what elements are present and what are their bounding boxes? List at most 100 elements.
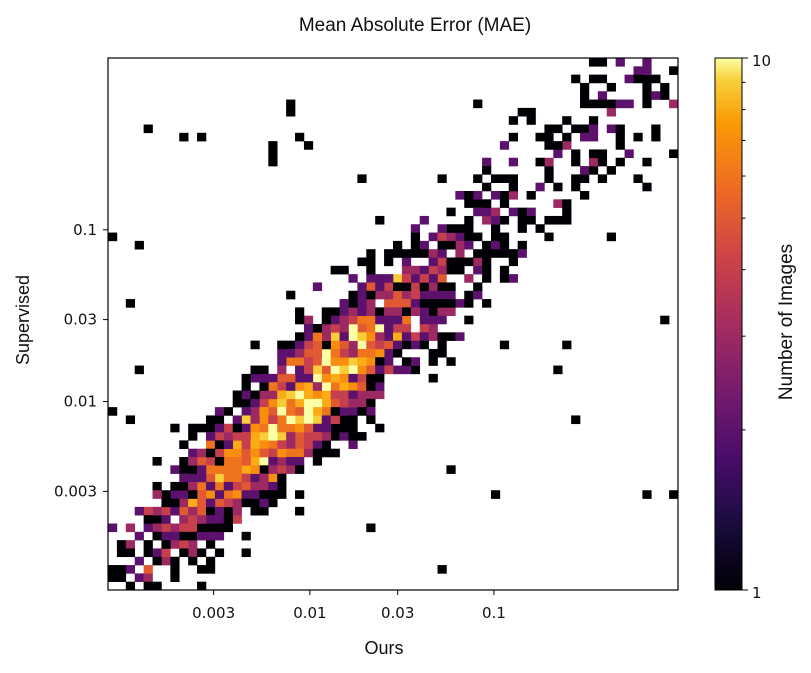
heatmap-cell [428,257,438,267]
heatmap-cell [633,132,643,142]
heatmap-cell [259,423,269,433]
heatmap-cell [108,407,118,416]
heatmap-cell [401,324,412,333]
x-tick-label: 0.01 [293,604,326,622]
heatmap-cell [508,174,518,183]
heatmap-cell [108,573,118,582]
heatmap-cell [152,515,162,524]
heatmap-cell [188,506,198,516]
heatmap-cell [286,457,296,466]
heatmap-cell [473,249,483,258]
heatmap-cell [295,340,305,350]
heatmap-cell [179,473,189,483]
heatmap-cell [499,232,510,242]
heatmap-cell [384,324,394,333]
heatmap-cell [205,531,216,541]
heatmap-cell [384,290,394,300]
heatmap-cell [357,307,367,316]
heatmap-cell [348,432,358,441]
heatmap-cell [214,432,225,441]
heatmap-cell [232,448,242,458]
heatmap-cell [508,274,518,283]
heatmap-cell [170,506,180,516]
heatmap-cell [428,307,438,316]
heatmap-cell [259,365,269,375]
heatmap-cell [571,124,581,134]
heatmap-cell [286,373,296,383]
heatmap-cell [535,132,545,142]
heatmap-cell [277,340,287,350]
heatmap-cell [339,265,349,275]
heatmap-cell [410,299,421,308]
heatmap-cell [321,415,331,425]
heatmap-cell [464,224,474,233]
heatmap-cell [446,290,456,300]
heatmap-cell [473,265,483,275]
heatmap-cell [499,141,510,150]
heatmap-cell [277,457,287,466]
heatmap-cell [464,240,474,250]
heatmap-cell [651,74,661,84]
heatmap-cell [624,74,634,84]
heatmap-cell [437,315,447,325]
heatmap-cell [232,473,242,483]
heatmap-cell [205,540,216,549]
heatmap-cell [286,340,296,350]
heatmap-cell [633,174,643,183]
heatmap-cell [357,324,367,333]
heatmap-cell [116,548,127,558]
heatmap-cell [250,498,260,508]
heatmap-cell [446,299,456,308]
heatmap-cell [660,82,670,92]
heatmap-cell [179,132,189,142]
heatmap-cell [108,523,118,533]
heatmap-cell [428,232,438,242]
heatmap-cell [606,107,616,117]
heatmap-cell [268,382,278,391]
heatmap-cell [295,490,305,499]
heatmap-cell [651,132,661,142]
heatmap-cell [277,415,287,425]
heatmap-cell [375,390,385,400]
heatmap-cell [268,398,278,408]
heatmap-cell [339,373,349,383]
heatmap-cell [223,523,233,533]
heatmap-cell [268,457,278,466]
heatmap-cell [232,490,242,499]
heatmap-cell [624,149,634,159]
heatmap-cell [232,481,242,491]
heatmap-cell [277,382,287,391]
heatmap-cell [366,257,376,267]
heatmap-cell [330,307,340,316]
heatmap-cell [588,124,599,134]
heatmap-cell [125,523,136,533]
heatmap-cell [508,157,518,167]
heatmap-cell [205,473,216,483]
heatmap-cell [633,74,643,84]
heatmap-cell [321,307,331,316]
heatmap-cell [588,166,599,175]
heatmap-cell [321,340,331,350]
heatmap-cell [268,473,278,483]
heatmap-cell [205,515,216,524]
heatmap-cell [339,415,349,425]
heatmap-cell [464,232,474,242]
heatmap-cell [286,448,296,458]
heatmap-cell [499,340,510,350]
heatmap-cell [375,274,385,283]
heatmap-cell [384,332,394,341]
heatmap-cell [473,282,483,292]
heatmap-cell [348,390,358,400]
heatmap-cell [295,398,305,408]
heatmap-cell [303,390,314,400]
heatmap-cell [490,215,501,225]
heatmap-cell [108,232,118,242]
heatmap-cell [188,490,198,499]
heatmap-cell [366,390,376,400]
heatmap-cell [366,282,376,292]
heatmap-cell [464,257,474,267]
heatmap-cell [330,340,340,350]
heatmap-cell [232,415,242,425]
heatmap-cell [508,191,518,200]
